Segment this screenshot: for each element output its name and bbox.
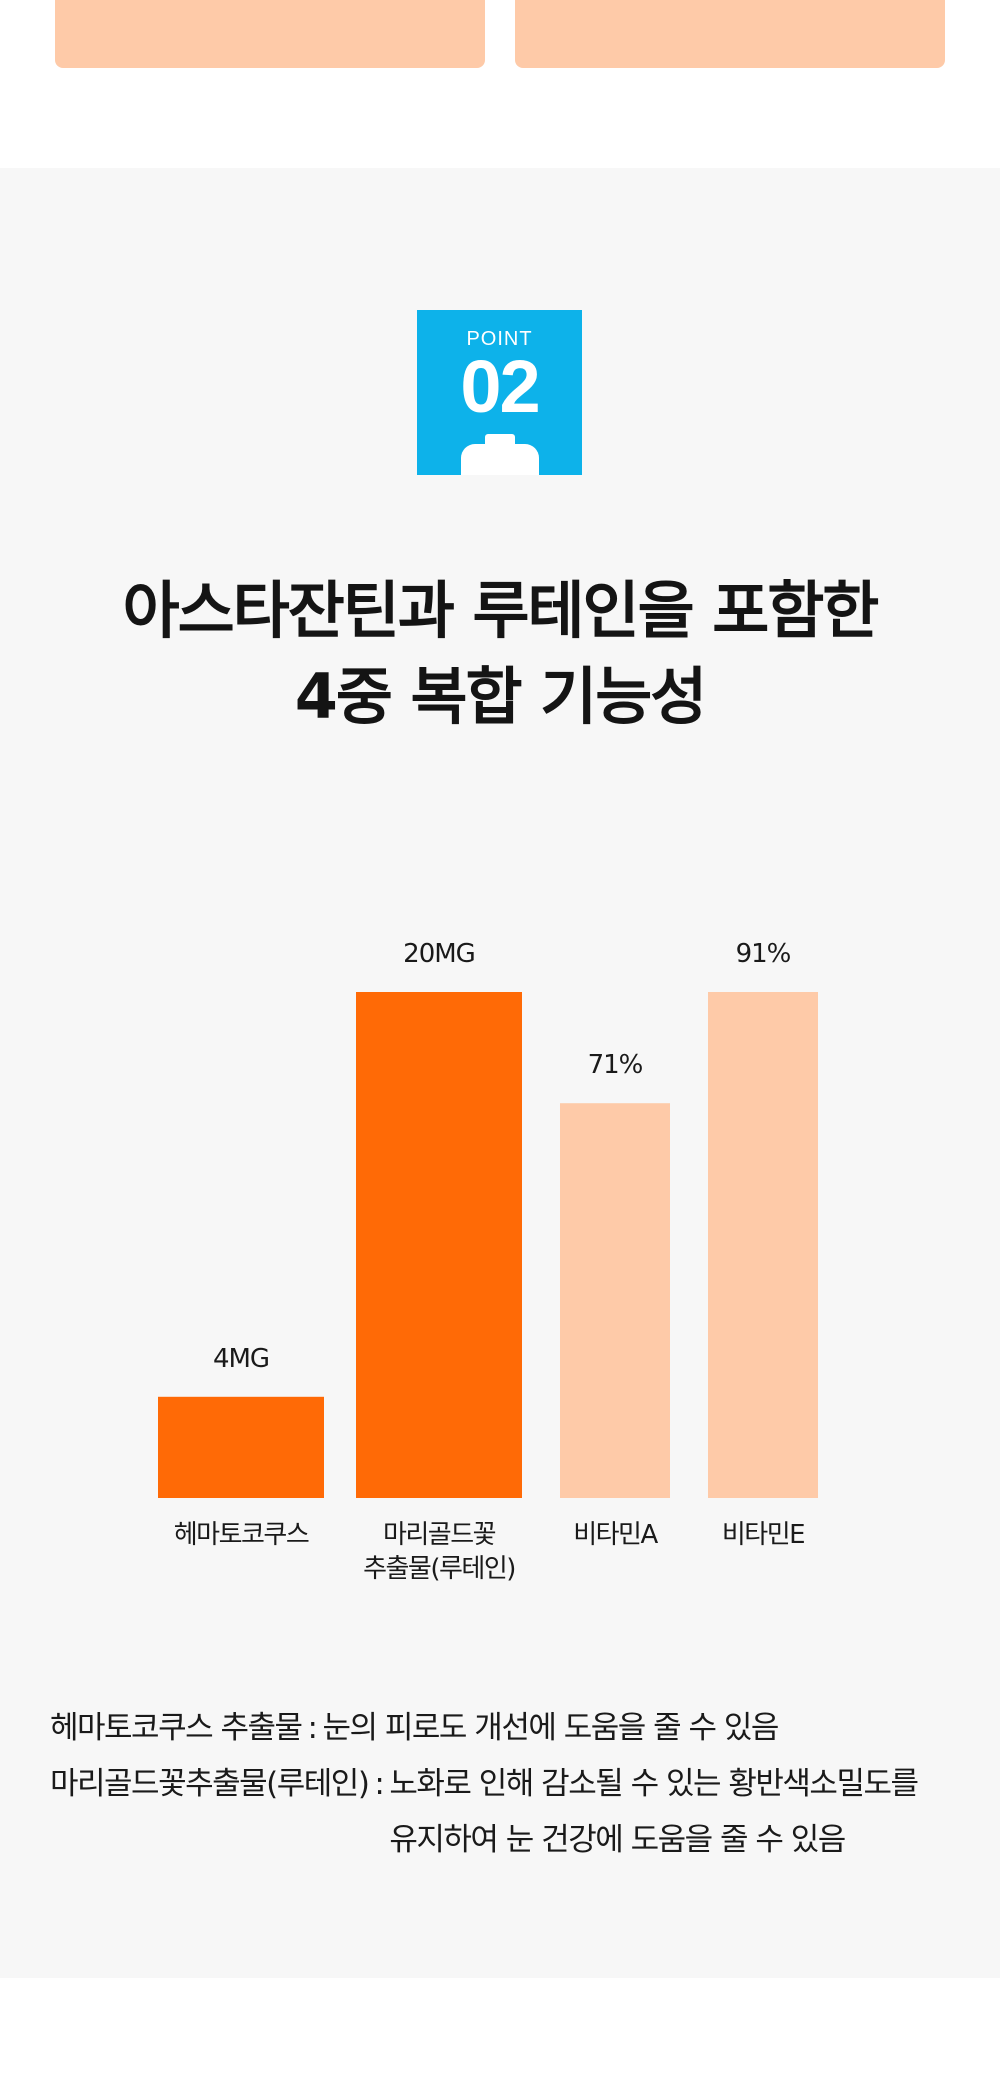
section-headline: 아스타잔틴과 루테인을 포함한 4중 복합 기능성 (0, 568, 1000, 740)
point-number: 02 (460, 345, 540, 428)
chart-bar (158, 1396, 324, 1498)
point-label: POINT (466, 328, 533, 350)
bar-value-label: 91% (736, 939, 791, 969)
note-term: 마리골드꽃추출물(루테인) (50, 1766, 370, 1802)
note-row: 마리골드꽃추출물(루테인) : 노화로 인해 감소될 수 있는 황반색소밀도를 … (50, 1756, 970, 1868)
bar-category-label: 비타민A (573, 1520, 658, 1550)
note-separator: : (307, 1710, 318, 1746)
chart-bar (560, 1103, 670, 1498)
chart-bar (356, 992, 522, 1498)
bottle-body-icon (461, 444, 539, 475)
bar-category-label: 마리골드꽃 (383, 1520, 496, 1550)
bottle-icon (485, 434, 515, 446)
headline-line-1: 아스타잔틴과 루테인을 포함한 (122, 574, 880, 647)
bar-category-label: 추출물(루테인) (363, 1554, 515, 1584)
note-description-line: 눈의 피로도 개선에 도움을 줄 수 있음 (322, 1710, 780, 1746)
note-description-line: 유지하여 눈 건강에 도움을 줄 수 있음 (389, 1822, 846, 1858)
bar-value-label: 20MG (403, 939, 475, 969)
bar-value-label: 4MG (213, 1344, 269, 1374)
note-row: 헤마토코쿠스 추출물 : 눈의 피로도 개선에 도움을 줄 수 있음 (50, 1700, 970, 1756)
ingredient-notes: 헤마토코쿠스 추출물 : 눈의 피로도 개선에 도움을 줄 수 있음 마리골드꽃… (50, 1700, 970, 1868)
top-card-right (515, 0, 945, 68)
bar-category-label: 헤마토코쿠스 (174, 1520, 309, 1550)
bar-value-label: 71% (588, 1050, 643, 1080)
headline-line-2: 4중 복합 기능성 (294, 660, 708, 733)
bottom-strip (0, 1978, 1000, 2090)
note-term: 헤마토코쿠스 추출물 (50, 1710, 303, 1746)
ingredient-bar-chart: 4MG 헤마토코쿠스 20MG 마리골드꽃추출물(루테인) 71% 비타민A 91% 비타민E (158, 939, 818, 1584)
note-description: 눈의 피로도 개선에 도움을 줄 수 있음 (322, 1700, 780, 1756)
point-badge: POINT 02 (417, 310, 582, 475)
note-description-line: 노화로 인해 감소될 수 있는 황반색소밀도를 (389, 1766, 919, 1802)
note-separator: : (374, 1766, 384, 1802)
note-description: 노화로 인해 감소될 수 있는 황반색소밀도를 유지하여 눈 건강에 도움을 줄… (389, 1756, 919, 1868)
chart-bar (708, 992, 818, 1498)
top-card-left (55, 0, 485, 68)
bar-category-label: 비타민E (722, 1520, 804, 1550)
